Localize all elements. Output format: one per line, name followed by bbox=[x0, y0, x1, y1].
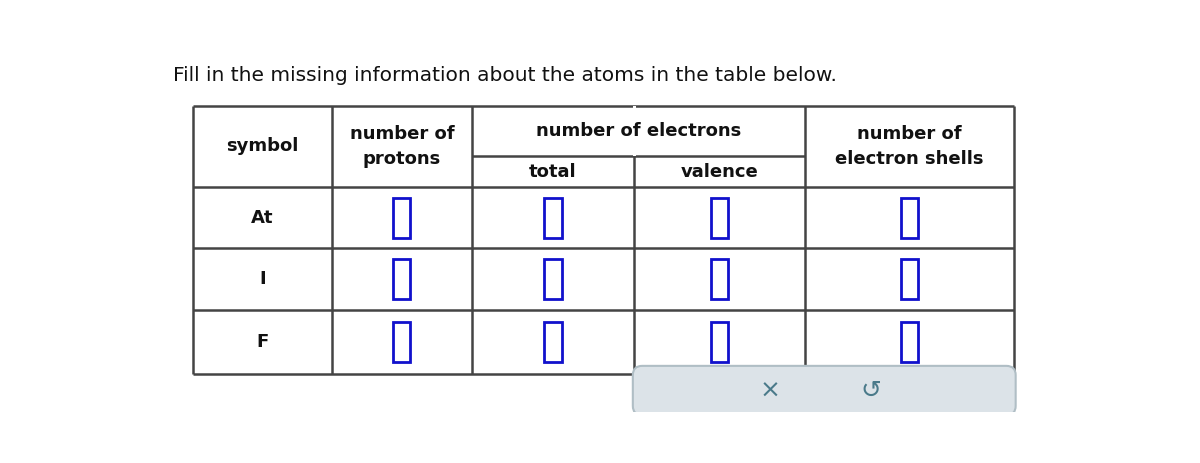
Bar bbox=[394, 322, 410, 362]
Bar bbox=[901, 259, 918, 299]
Text: ↺: ↺ bbox=[860, 379, 881, 402]
Bar bbox=[545, 322, 562, 362]
FancyBboxPatch shape bbox=[632, 366, 1015, 415]
Bar bbox=[901, 198, 918, 238]
Bar bbox=[545, 198, 562, 238]
Text: ×: × bbox=[760, 379, 780, 402]
Bar bbox=[712, 322, 728, 362]
Bar bbox=[632, 106, 636, 156]
Bar bbox=[545, 259, 562, 299]
Text: total: total bbox=[529, 163, 577, 181]
Text: valence: valence bbox=[680, 163, 758, 181]
Text: symbol: symbol bbox=[226, 138, 299, 156]
Text: number of
electron shells: number of electron shells bbox=[835, 125, 984, 168]
Text: I: I bbox=[259, 270, 265, 288]
Text: number of
protons: number of protons bbox=[349, 125, 454, 168]
Text: Fill in the missing information about the atoms in the table below.: Fill in the missing information about th… bbox=[173, 66, 838, 85]
Text: F: F bbox=[257, 333, 269, 351]
Text: At: At bbox=[251, 209, 274, 227]
Bar bbox=[712, 198, 728, 238]
Bar bbox=[712, 259, 728, 299]
Text: number of electrons: number of electrons bbox=[535, 122, 740, 140]
Bar bbox=[394, 259, 410, 299]
Bar bbox=[394, 198, 410, 238]
Bar bbox=[901, 322, 918, 362]
